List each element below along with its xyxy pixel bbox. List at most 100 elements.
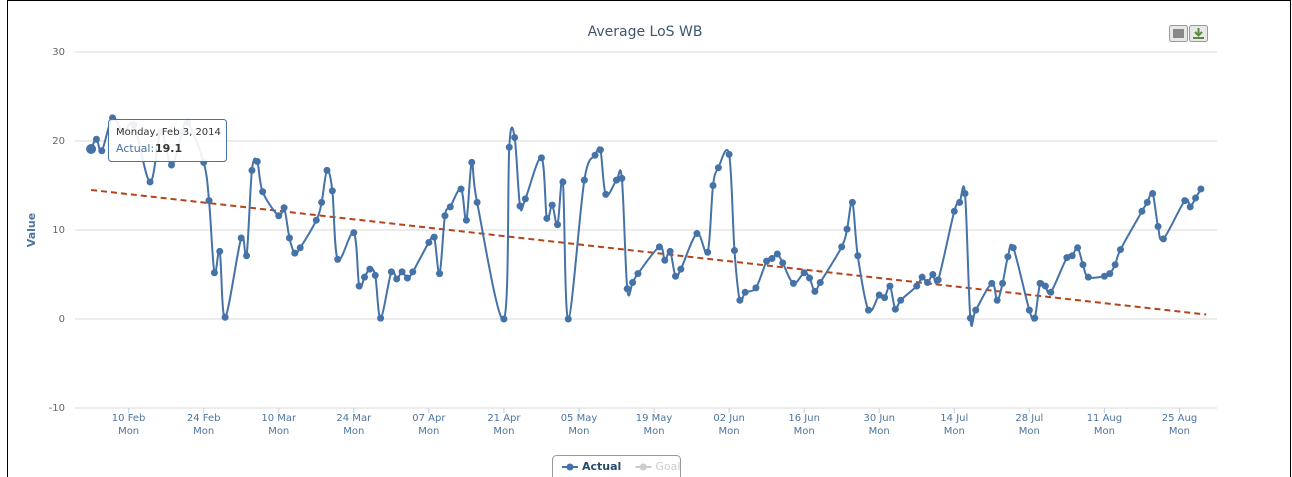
data-point: [768, 254, 776, 262]
data-point: [875, 291, 883, 299]
x-tick-label: 25 Aug: [1162, 413, 1197, 424]
data-point: [816, 279, 824, 287]
data-point: [725, 150, 733, 158]
data-point: [773, 250, 781, 258]
data-point: [934, 276, 942, 284]
x-tick-weekday: Mon: [1169, 426, 1190, 437]
data-point: [564, 315, 572, 323]
data-point: [92, 135, 100, 143]
data-point: [623, 285, 631, 293]
x-tick-weekday: Mon: [268, 426, 289, 437]
data-point: [1068, 252, 1076, 260]
data-point: [1197, 185, 1205, 193]
tooltip-value: 19.1: [155, 142, 182, 155]
data-point: [709, 182, 717, 189]
frame: [7, 0, 1291, 477]
data-point: [361, 273, 369, 281]
data-point: [350, 229, 358, 237]
x-tick-label: 30 Jun: [863, 413, 895, 424]
data-point: [865, 306, 873, 314]
data-point: [966, 314, 974, 322]
legend-label: Actual: [582, 460, 621, 473]
data-point: [1116, 246, 1124, 254]
x-tick-label: 02 Jun: [713, 413, 745, 424]
data-point: [275, 212, 283, 220]
data-point: [779, 259, 787, 267]
data-point: [1041, 282, 1049, 290]
data-point: [580, 176, 588, 184]
data-point: [655, 243, 663, 251]
data-point: [221, 313, 229, 321]
data-point: [86, 144, 97, 155]
x-tick-weekday: Mon: [1094, 426, 1115, 437]
data-point: [923, 279, 931, 287]
data-point: [838, 243, 846, 251]
x-tick-label: 16 Jun: [788, 413, 820, 424]
data-point: [634, 270, 642, 278]
x-tick-label: 24 Mar: [336, 413, 372, 424]
data-point: [398, 268, 406, 276]
y-tick-label: 30: [52, 47, 65, 58]
x-tick-weekday: Mon: [1019, 426, 1040, 437]
data-point: [629, 279, 637, 287]
plot-area: -10 0 10 20 30 10 Feb Mon 24 Feb Mon 10 Mar Mon 24 …: [49, 47, 1217, 437]
data-point: [1143, 198, 1151, 206]
data-point: [671, 272, 679, 280]
data-point: [1111, 261, 1119, 269]
data-point: [259, 188, 267, 196]
data-point: [972, 306, 980, 314]
data-point: [1149, 190, 1157, 198]
data-point: [403, 274, 411, 282]
data-point: [897, 296, 905, 304]
data-point: [988, 279, 996, 287]
data-point: [248, 166, 256, 174]
x-tick-weekday: Mon: [193, 426, 214, 437]
data-point: [430, 233, 438, 241]
data-point: [387, 268, 395, 276]
legend-symbol: [639, 463, 647, 471]
data-point: [355, 282, 363, 290]
y-tick-label: 20: [52, 136, 65, 147]
data-point: [1159, 235, 1167, 243]
trend-line: [90, 188, 1207, 316]
x-tick-label: 14 Jul: [940, 413, 968, 424]
chart-title: Average LoS WB: [588, 24, 703, 40]
data-point: [1079, 261, 1087, 269]
data-point: [393, 275, 401, 283]
data-point: [704, 248, 712, 256]
data-point: [763, 257, 771, 265]
print-button[interactable]: [1169, 25, 1188, 42]
data-point: [730, 246, 738, 254]
data-point: [462, 216, 470, 224]
data-point: [328, 187, 336, 195]
x-tick-label: 05 May: [561, 413, 598, 424]
data-point: [168, 161, 176, 169]
data-point: [516, 202, 524, 210]
data-point: [1084, 273, 1092, 281]
data-point: [436, 270, 444, 278]
y-tick-label: 10: [52, 225, 65, 236]
data-point: [1100, 272, 1108, 280]
export-button[interactable]: [1189, 25, 1208, 42]
data-point: [929, 271, 937, 278]
data-point: [205, 197, 213, 205]
data-point: [425, 238, 433, 246]
data-point: [752, 284, 760, 292]
data-point: [913, 282, 921, 290]
data-point: [1009, 244, 1017, 252]
data-point: [323, 166, 331, 174]
data-point: [1192, 194, 1200, 202]
x-tick-label: 28 Jul: [1015, 413, 1043, 424]
x-tick-weekday: Mon: [719, 426, 740, 437]
data-point: [1036, 279, 1044, 287]
data-point: [296, 244, 304, 252]
data-point: [666, 247, 674, 255]
data-point: [591, 151, 599, 159]
data-point: [468, 158, 476, 166]
data-point: [146, 178, 154, 186]
data-point: [602, 190, 610, 198]
x-tick-weekday: Mon: [418, 426, 439, 437]
data-point: [843, 225, 851, 233]
data-point: [457, 185, 465, 193]
y-axis-label: Value: [25, 213, 38, 247]
